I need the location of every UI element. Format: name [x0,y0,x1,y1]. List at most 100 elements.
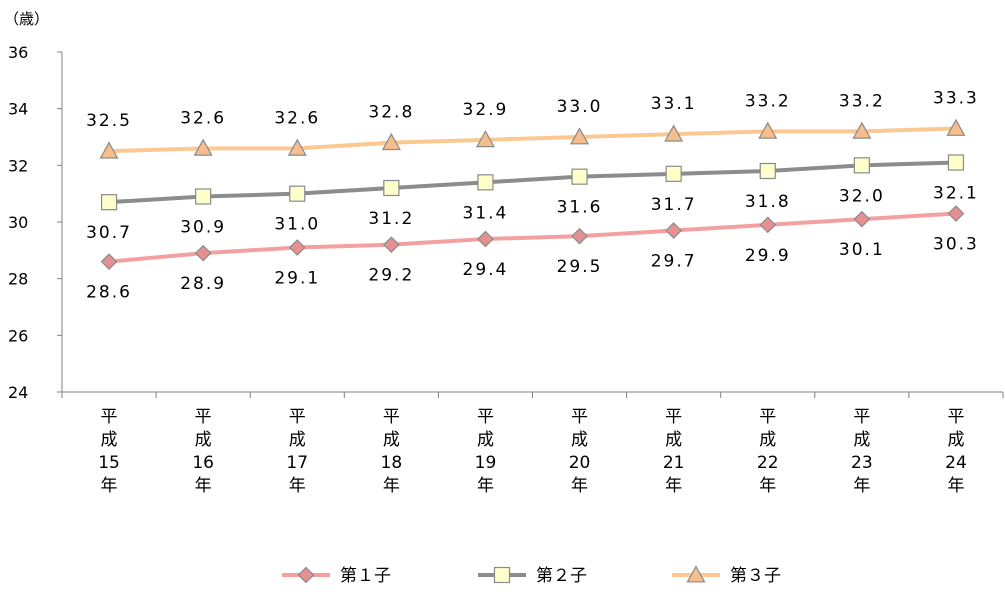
legend-item: 第３子 [672,565,781,586]
x-category-label-line: 年 [759,476,776,496]
x-category-label-line: 成 [947,430,964,450]
y-tick-label: 36 [8,43,28,62]
data-point-marker [571,168,588,185]
x-category-label-line: 平 [759,407,776,427]
x-category-label: 平成 22 年 [757,407,779,496]
x-category-label-line: 19 [475,453,497,473]
data-point-marker [477,230,494,248]
data-label: 32.1 [933,184,979,204]
data-point-marker [288,239,306,256]
x-category-label-line: 年 [383,476,400,496]
data-label: 28.6 [86,283,132,303]
data-point-marker [287,138,307,156]
series-1: 28.6 28.9 29.1 29.2 29.4 29.5 29.7 29.9 30.1 30.3 [86,205,979,303]
data-label: 32.6 [274,108,320,128]
legend-item: 第２子 [478,566,587,586]
data-point-marker [381,132,401,151]
series-2: 30.7 30.9 31.0 31.2 31.4 31.6 31.7 31.8 32.0 32.1 [86,154,979,243]
data-point-marker [194,244,212,262]
data-point-marker [759,216,777,234]
data-label: 32.5 [86,111,132,131]
x-category-label: 平成 24 年 [945,407,967,496]
data-point-marker [852,121,872,139]
data-label: 33.2 [839,91,885,111]
x-category-label-line: 年 [665,476,682,496]
data-point-marker [946,118,966,136]
x-category-label-line: 16 [192,453,214,473]
data-label: 28.9 [180,274,226,294]
y-tick-label: 34 [8,100,28,119]
data-label: 32.8 [368,103,414,123]
x-category-label: 平成 17 年 [286,407,308,496]
x-category-label-line: 平 [477,407,494,427]
x-category-label-line: 平 [195,407,212,427]
data-label: 30.1 [839,240,885,260]
x-category-label: 平成 18 年 [381,407,403,496]
x-category-label-line: 年 [947,476,964,496]
data-label: 30.9 [180,218,226,238]
data-label: 32.9 [463,100,509,120]
x-category-label: 平成 23 年 [851,407,873,496]
data-label: 29.5 [557,257,603,277]
data-label: 33.3 [933,89,979,109]
x-category-label-line: 年 [477,476,494,496]
data-point-marker [853,210,871,228]
legend-label: 第３子 [730,566,781,586]
x-category-label-line: 24 [945,453,967,473]
axes: 24262830323436平成15年平成16年平成17年平成18年平成19年平… [8,43,1004,496]
data-label: 30.7 [86,223,132,243]
data-label: 29.2 [368,266,414,286]
x-category-label-line: 21 [663,453,685,473]
x-category-label-line: 成 [101,430,118,450]
data-label: 30.3 [933,235,979,255]
data-label: 29.1 [274,269,320,289]
x-category-label-line: 平 [947,407,964,427]
data-label: 29.7 [651,252,697,272]
data-label: 33.1 [651,94,697,114]
x-category-label-line: 成 [853,430,870,450]
data-label: 32.0 [839,186,885,206]
data-point-marker [383,179,400,197]
data-label: 31.4 [463,203,509,223]
data-point-marker [665,165,682,182]
data-point-marker [475,130,495,148]
x-category-label: 平成 16 年 [192,407,214,496]
x-category-label-line: 年 [289,476,306,496]
x-category-label-line: 年 [571,476,588,496]
data-label: 32.6 [180,108,226,128]
legend-label: 第１子 [340,566,391,586]
x-category-label-line: 成 [665,430,682,450]
data-label: 33.2 [745,91,791,111]
series-line [108,126,957,154]
legend-marker [493,566,511,584]
legend-marker [686,565,706,583]
x-category-label: 平成 15 年 [98,407,120,496]
data-point-marker [477,174,494,191]
x-category-label-line: 18 [381,453,403,473]
y-tick-label: 30 [8,213,28,232]
data-point-marker [100,194,118,211]
data-point-marker [99,141,119,159]
x-category-label-line: 平 [571,407,588,427]
x-category-label-line: 20 [569,453,591,473]
x-category-label-line: 平 [289,407,306,427]
legend-marker [297,566,315,584]
data-point-marker [759,162,776,180]
data-point-marker [758,121,778,139]
legend: 第１子 第２子 第３子 [282,565,781,586]
data-point-marker [947,205,965,222]
x-category-label-line: 成 [383,430,400,450]
data-point-marker [664,124,684,142]
x-category-label-line: 成 [195,430,212,450]
x-category-label-line: 23 [851,453,873,473]
x-category-label-line: 22 [757,453,779,473]
data-point-marker [853,157,870,174]
x-category-label-line: 年 [101,476,118,496]
x-category-label-line: 成 [477,430,494,450]
data-point-marker [665,222,682,239]
x-category-label: 平成 21 年 [663,407,685,496]
series-line [108,160,957,205]
series-layer: 28.6 28.9 29.1 29.2 29.4 29.5 29.7 29.9 30.1 30.3… [86,89,979,303]
